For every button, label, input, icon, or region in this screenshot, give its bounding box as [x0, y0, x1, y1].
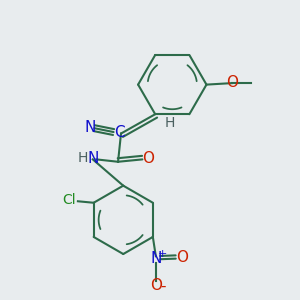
- Text: H: H: [77, 152, 88, 166]
- Text: N: N: [87, 151, 98, 166]
- Text: O: O: [177, 250, 189, 265]
- Text: O: O: [150, 278, 162, 293]
- Text: N: N: [84, 120, 95, 135]
- Text: O: O: [226, 75, 238, 90]
- Text: +: +: [158, 249, 167, 259]
- Text: -: -: [160, 278, 166, 293]
- Text: O: O: [142, 151, 154, 166]
- Text: Cl: Cl: [62, 194, 76, 207]
- Text: H: H: [164, 116, 175, 130]
- Text: N: N: [150, 251, 161, 266]
- Text: C: C: [114, 125, 125, 140]
